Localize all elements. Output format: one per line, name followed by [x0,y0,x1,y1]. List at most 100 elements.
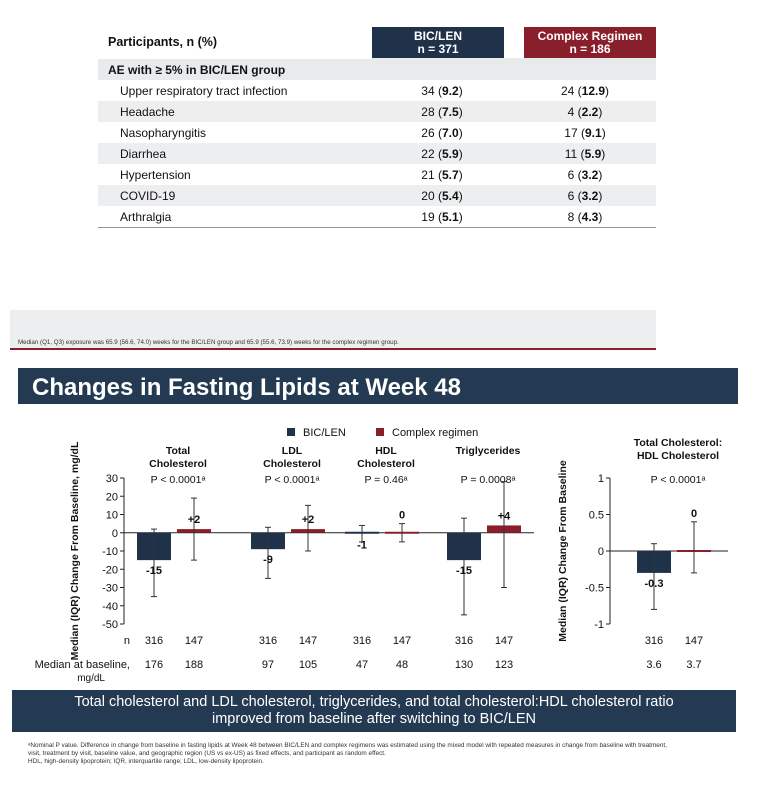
ae-term: Diarrhea [98,143,370,164]
conclusion-band [12,690,736,732]
n-value: 316 [455,635,473,647]
footnote-line-1: ᵃNominal P value. Difference in change f… [28,742,667,749]
table-row: Nasopharyngitis 26 (7.0) 17 (9.1) [98,122,656,143]
complex-count: 24 [560,83,575,98]
bar-value-label: +2 [302,514,315,526]
adverse-events-table: Participants, n (%) BIC/LEN n = 371 Comp… [98,27,656,228]
y-tick-label: -10 [102,546,118,558]
p-value-label: P = 0.0008ᵃ [461,474,516,486]
bic-len-percent: 5.9 [442,146,459,161]
complex-percent: 2.2 [581,104,599,119]
baseline-value: 3.7 [686,659,701,671]
bar-value-label: 0 [691,508,697,520]
bar-value-label: +2 [188,514,201,526]
bar-value-label: -0.3 [645,578,664,590]
category-label: HDL [375,445,397,457]
bic-len-value: 20 (5.4) [370,185,514,206]
complex-value: 17 (9.1) [564,125,606,140]
n-value: 147 [393,635,411,647]
bar-value-label: -9 [263,554,273,566]
category-label: Total [166,445,190,457]
n-value: 147 [495,635,513,647]
table-row: Headache 28 (7.5) 4 (2.2) [98,101,656,122]
n-row-label: n [124,635,130,647]
bic-len-count: 21 [421,167,435,182]
conclusion-line-1: Total cholesterol and LDL cholesterol, t… [74,694,674,710]
complex-count: 6 [567,167,575,182]
table-row: Hypertension 21 (5.7) 6 (3.2) [98,164,656,185]
bic-len-value: 34 (9.2) [421,83,463,98]
conclusion-line-2: improved from baseline after switching t… [212,711,536,727]
ae-term: Nasopharyngitis [120,125,207,140]
n-value: 147 [299,635,317,647]
baseline-value: 123 [495,659,513,671]
complex-percent: 4.3 [581,209,599,224]
complex-percent: 9.1 [585,125,602,140]
title-band [18,368,738,404]
section-label: AE with ≥ 5% in BIC/LEN group [98,58,656,80]
n-value: 316 [645,635,663,647]
bic-len-count: 19 [421,209,435,224]
bic-len-percent: 7.0 [442,125,459,140]
y-axis-label: Median (IQR) Change From Baseline, mg/dL [69,441,81,660]
bic-len-column-header: BIC/LEN n = 371 [368,27,514,58]
n-value: 316 [353,635,371,647]
baseline-value: 3.6 [646,659,661,671]
n-value: 147 [185,635,203,647]
complex-count: 17 [564,125,578,140]
bar-value-label: +4 [498,510,511,522]
baseline-row-label: Median at baseline, [35,659,130,671]
participants-header: Participants, n (%) [98,27,370,59]
ae-term: Arthralgia [98,206,370,228]
bic-len-header-name: BIC/LEN [414,28,462,43]
ae-term: COVID-19 [98,185,370,206]
complex-percent: 12.9 [581,83,606,98]
bic-len-count: 20 [421,188,435,203]
baseline-value: 130 [455,659,473,671]
bar-value-label: -15 [146,565,162,577]
y-tick-label: 0 [598,546,604,558]
complex-value: 6 (3.2) [567,167,603,182]
footnote-line-2: visit, treatment by visit, baseline valu… [28,750,386,757]
category-label: Triglycerides [456,445,521,457]
p-value-label: P < 0.0001ᵃ [265,474,320,486]
table-row: Diarrhea 22 (5.9) 11 (5.9) [98,143,656,164]
complex-column-header: Complex Regimen n = 186 [504,27,656,58]
complex-count: 4 [567,104,575,119]
category-label: Total Cholesterol: [634,437,722,449]
bic-len-value: 28 (7.5) [370,101,514,122]
table-row: Arthralgia 19 (5.1) 8 (4.3) [98,206,656,228]
complex-percent: 3.2 [581,188,599,203]
complex-count: 8 [567,209,575,224]
bic-len-percent: 5.1 [442,209,459,224]
p-value-label: P = 0.46ᵃ [364,474,407,486]
bic-len-count: 28 [421,104,435,119]
bar-value-label: 0 [399,510,405,522]
complex-value: 6 (3.2) [514,185,656,206]
page-title: Changes in Fasting Lipids at Week 48 [32,374,461,401]
legend-label-complex: Complex regimen [392,427,478,439]
baseline-value: 47 [356,659,368,671]
p-value-label: P < 0.0001ᵃ [651,474,706,486]
conclusion-text: Total cholesterol and LDL cholesterol, t… [12,694,736,728]
complex-header-n: n = 186 [569,41,611,56]
bic-len-value: 26 (7.0) [421,125,463,140]
lipid-change-chart: BIC/LEN Complex regimen3020100-10-20-30-4… [35,427,728,684]
footnote-line-3: HDL, high-density lipoprotein; IQR, inte… [28,758,264,765]
bic-len-count: 26 [421,125,435,140]
ae-term: Headache [98,101,370,122]
y-tick-label: -20 [102,564,118,576]
n-value: 147 [685,635,703,647]
table-row: Upper respiratory tract infection 34 (9.2… [98,80,656,101]
exposure-note: Median (Q1, Q3) exposure was 65.9 (56.6,… [18,339,399,346]
category-label: Cholesterol [149,458,207,470]
complex-value: 8 (4.3) [514,206,656,228]
y-tick-label: 10 [106,510,118,522]
divider [10,348,656,350]
y-tick-label: 20 [106,491,118,503]
y-tick-label: -30 [102,583,118,595]
y-tick-label: 1 [598,473,604,485]
y-axis-label: Median (IQR) Change From Baseline [557,460,569,642]
y-tick-label: -40 [102,601,118,613]
complex-percent: 3.2 [581,167,599,182]
